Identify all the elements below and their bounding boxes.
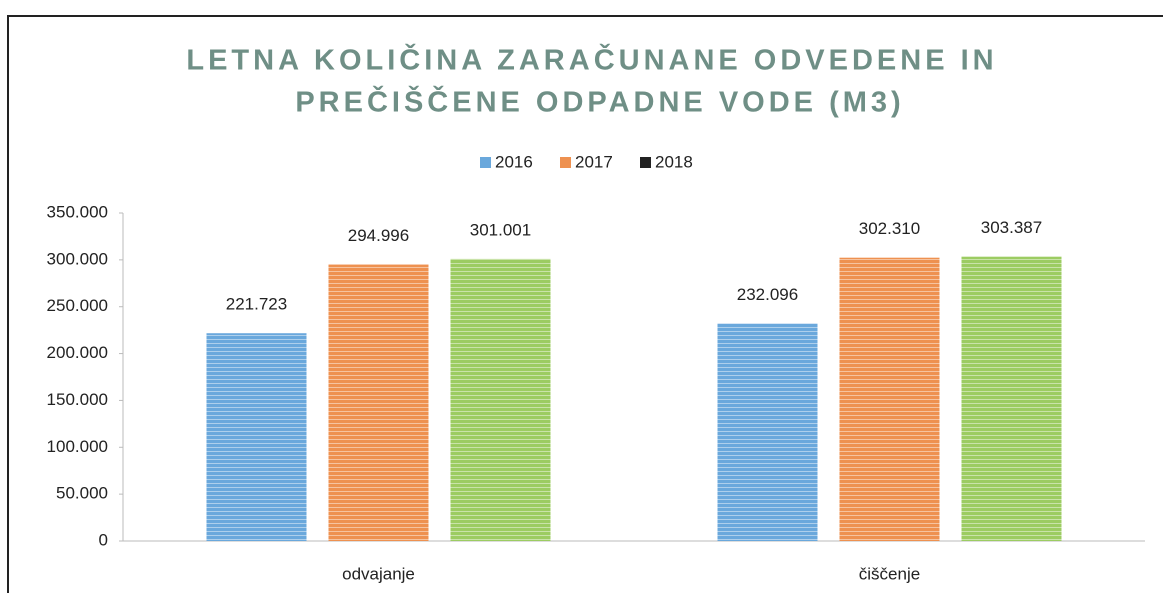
data-label: 294.996 bbox=[348, 226, 409, 245]
x-tick-label: čiščenje bbox=[859, 564, 920, 583]
data-label: 232.096 bbox=[737, 285, 798, 304]
chart-border bbox=[7, 15, 1163, 593]
data-label: 303.387 bbox=[981, 218, 1042, 237]
bar bbox=[450, 258, 551, 541]
legend-swatch bbox=[480, 157, 491, 168]
bar bbox=[328, 264, 429, 541]
chart-title: PREČIŠČENE ODPADNE VODE (M3) bbox=[295, 85, 904, 119]
legend-swatch bbox=[640, 157, 651, 168]
bar bbox=[961, 256, 1062, 541]
bar bbox=[206, 333, 307, 541]
data-label: 221.723 bbox=[226, 295, 287, 314]
y-tick-label: 350.000 bbox=[47, 202, 108, 221]
bar bbox=[839, 257, 940, 541]
y-tick-label: 0 bbox=[99, 530, 108, 549]
chart-title: LETNA KOLIČINA ZARAČUNANE ODVEDENE IN bbox=[186, 43, 997, 77]
y-tick-label: 100.000 bbox=[47, 437, 108, 456]
data-label: 301.001 bbox=[470, 220, 531, 239]
legend-label: 2017 bbox=[575, 152, 613, 171]
legend-label: 2016 bbox=[495, 152, 533, 171]
y-tick-label: 150.000 bbox=[47, 390, 108, 409]
y-tick-label: 50.000 bbox=[56, 484, 108, 503]
x-tick-label: odvajanje bbox=[342, 564, 415, 583]
y-tick-label: 250.000 bbox=[47, 296, 108, 315]
legend-label: 2018 bbox=[655, 152, 693, 171]
legend-swatch bbox=[560, 157, 571, 168]
y-tick-label: 200.000 bbox=[47, 343, 108, 362]
data-label: 302.310 bbox=[859, 219, 920, 238]
bar bbox=[717, 323, 818, 541]
y-tick-label: 300.000 bbox=[47, 249, 108, 268]
